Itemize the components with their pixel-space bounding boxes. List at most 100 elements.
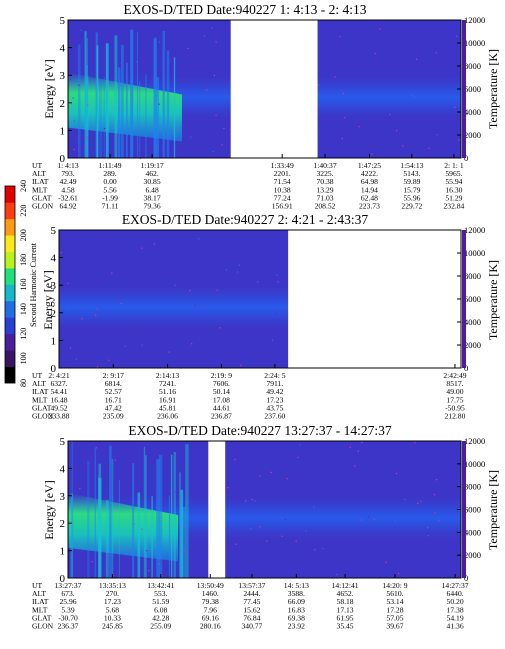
noise-layer bbox=[454, 106, 456, 108]
ephemeris-value: 208.52 bbox=[315, 202, 336, 211]
noise-layer bbox=[119, 546, 121, 548]
noise-layer bbox=[73, 120, 75, 122]
panel-2-right-axis: 0 2000 4000 6000 8000 10000 12000 bbox=[457, 225, 485, 373]
ephemeris-value: 2:24: 5 bbox=[264, 371, 286, 380]
right-tick-label: 10000 bbox=[464, 459, 485, 469]
panel-1-right-axis: 0 2000 4000 6000 8000 10000 12000 bbox=[457, 15, 485, 163]
noise-layer bbox=[251, 498, 253, 501]
noise-layer bbox=[187, 47, 189, 50]
noise-layer bbox=[234, 458, 236, 461]
ephemeris-row-label: ALT bbox=[32, 589, 46, 598]
colorbar-tick-label: 80 bbox=[19, 379, 28, 387]
ephemeris-value: 52.57 bbox=[105, 387, 122, 396]
noise-layer bbox=[458, 139, 460, 141]
data-gap bbox=[230, 20, 318, 158]
noise-layer bbox=[436, 134, 438, 136]
streak-layer bbox=[70, 493, 74, 578]
ephemeris-value: -1.99 bbox=[102, 193, 118, 202]
streak-layer bbox=[86, 76, 89, 158]
right-tick-label: 4000 bbox=[464, 317, 481, 327]
noise-layer bbox=[172, 365, 174, 367]
noise-layer bbox=[368, 516, 370, 518]
ephemeris-value: 13:27:37 bbox=[54, 581, 81, 590]
ephemeris-value: 7.96 bbox=[204, 605, 217, 614]
streak-layer bbox=[84, 31, 87, 158]
y-tick-label: 3 bbox=[60, 491, 66, 503]
ephemeris-value: 4222. bbox=[361, 169, 378, 178]
ephemeris-value: -50.95 bbox=[445, 403, 465, 412]
noise-layer bbox=[213, 74, 216, 76]
noise-layer bbox=[349, 446, 351, 448]
y-tick-label: 5 bbox=[60, 15, 66, 27]
noise-layer bbox=[96, 308, 98, 310]
ephemeris-value: 156.91 bbox=[272, 202, 293, 211]
right-tick-label: 4000 bbox=[464, 527, 481, 537]
noise-layer bbox=[141, 247, 143, 249]
streak-layer bbox=[182, 507, 186, 578]
ephemeris-value: 57.05 bbox=[386, 613, 403, 622]
streak-layer bbox=[87, 460, 90, 578]
y-tick-label: 2 bbox=[60, 98, 66, 110]
y-tick-label: 2 bbox=[51, 308, 57, 320]
noise-layer bbox=[281, 535, 283, 537]
ephemeris-value: 237.60 bbox=[264, 412, 285, 421]
noise-layer bbox=[153, 243, 155, 245]
ephemeris-value: 54.41 bbox=[50, 387, 67, 396]
right-tick-label: 0 bbox=[464, 363, 468, 373]
streak-layer bbox=[105, 499, 109, 578]
noise-layer bbox=[198, 238, 200, 240]
ephemeris-value: 462. bbox=[145, 169, 158, 178]
noise-layer bbox=[211, 27, 213, 29]
noise-layer bbox=[266, 540, 268, 542]
colorbar-frame bbox=[4, 185, 16, 384]
noise-layer bbox=[221, 144, 223, 146]
noise-layer bbox=[91, 560, 93, 563]
ephemeris-value: 15.62 bbox=[243, 605, 260, 614]
noise-layer bbox=[128, 443, 130, 445]
colorbar-tick-label: 220 bbox=[19, 205, 28, 217]
ephemeris-value: 13:35:13 bbox=[99, 581, 126, 590]
noise-layer bbox=[385, 561, 387, 563]
y-tick-label: 1 bbox=[51, 335, 57, 347]
ephemeris-value: 14.94 bbox=[361, 185, 378, 194]
noise-layer bbox=[95, 314, 97, 316]
noise-layer bbox=[397, 572, 400, 575]
noise-layer bbox=[369, 146, 371, 148]
ephemeris-value: 41.36 bbox=[447, 622, 464, 631]
ephemeris-value: 5.56 bbox=[103, 185, 116, 194]
ephemeris-value: 64.92 bbox=[59, 202, 76, 211]
ephemeris-value: 2: 9:17 bbox=[103, 371, 125, 380]
ephemeris-value: 14: 5:13 bbox=[284, 581, 309, 590]
y-tick-label: 4 bbox=[60, 463, 66, 475]
noise-layer bbox=[203, 35, 206, 37]
ephemeris-value: 39.67 bbox=[386, 622, 403, 631]
noise-layer bbox=[67, 282, 69, 284]
noise-layer bbox=[238, 264, 240, 266]
ephemeris-value: 54.19 bbox=[447, 613, 464, 622]
noise-layer bbox=[411, 94, 413, 96]
ephemeris-value: 17.28 bbox=[386, 605, 403, 614]
colorbar-tick-label: 200 bbox=[19, 229, 28, 241]
ephemeris-value: 64.98 bbox=[361, 177, 378, 186]
noise-layer bbox=[254, 502, 256, 504]
ephemeris-value: 50.14 bbox=[213, 387, 230, 396]
ephemeris-value: 77.45 bbox=[243, 597, 260, 606]
noise-layer bbox=[189, 289, 191, 292]
ephemeris-value: 69.38 bbox=[288, 613, 305, 622]
ephemeris-value: 15.79 bbox=[403, 185, 420, 194]
ephemeris-value: 1:11:49 bbox=[99, 161, 122, 170]
right-tick-label: 10000 bbox=[464, 248, 485, 258]
ephemeris-row-label: UT bbox=[32, 371, 42, 380]
colorbar-tick-label: 120 bbox=[19, 328, 28, 340]
streak-layer bbox=[86, 38, 89, 158]
ephemeris-value: 3225. bbox=[316, 169, 333, 178]
noise-layer bbox=[395, 130, 398, 132]
noise-layer bbox=[65, 364, 67, 366]
colorbar-swatch bbox=[5, 251, 15, 269]
ephemeris-value: 233.88 bbox=[49, 412, 70, 421]
ephemeris-value: 2:14:13 bbox=[156, 371, 179, 380]
right-tick-label: 2000 bbox=[464, 130, 481, 140]
